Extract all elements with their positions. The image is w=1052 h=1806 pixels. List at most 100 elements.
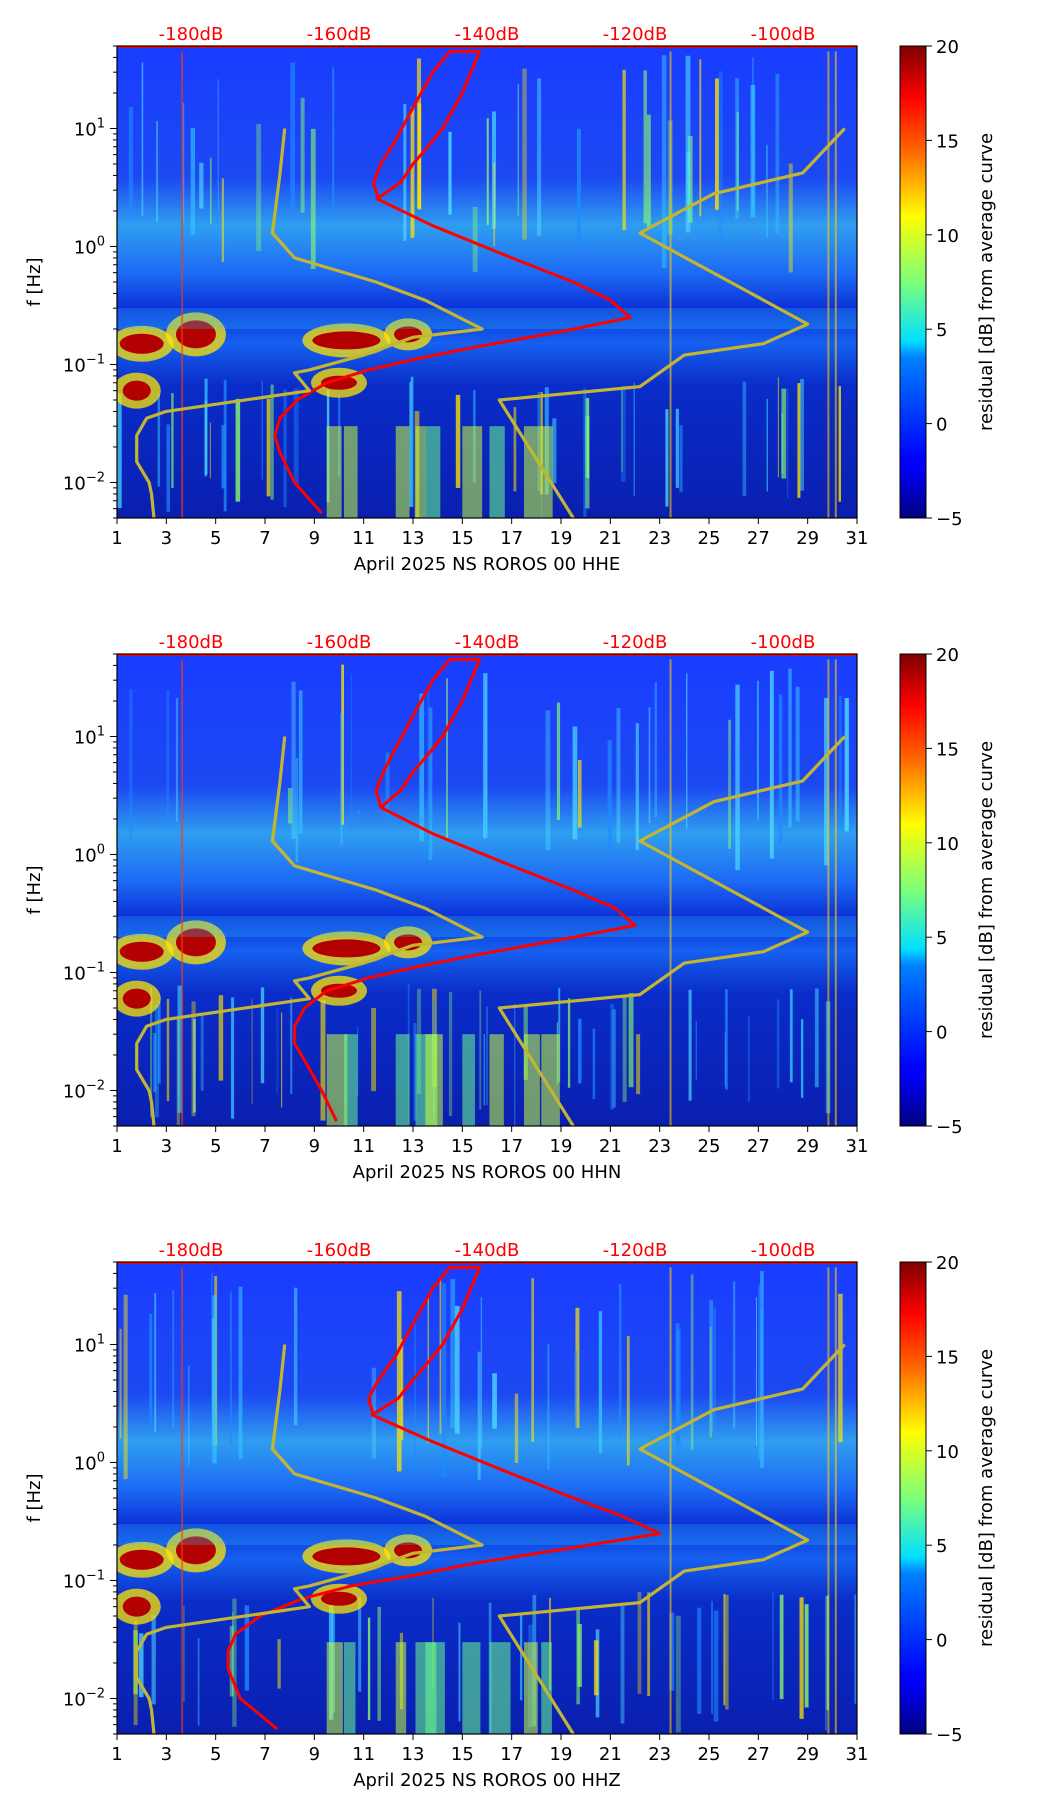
noise-streak	[576, 128, 581, 244]
noise-streak	[709, 1326, 712, 1438]
low-freq-burst	[524, 1034, 540, 1126]
vertical-noise-line	[181, 51, 184, 518]
colorbar-label: residual [dB] from average curve	[976, 741, 997, 1039]
noise-streak	[455, 394, 461, 488]
noise-streak	[699, 59, 702, 217]
noise-streak	[293, 1287, 298, 1426]
noise-streak	[766, 144, 768, 238]
colorbar-tick-label: −5	[936, 509, 963, 530]
x-tick-label: 21	[599, 1744, 622, 1765]
colorbar-label: residual [dB] from average curve	[976, 1349, 997, 1647]
microseism-blob	[122, 988, 151, 1009]
noise-streak	[575, 1307, 580, 1428]
db-label: -100dB	[751, 24, 816, 45]
y-tick-label: 101	[74, 1332, 105, 1356]
y-tick-label: 100	[74, 842, 105, 866]
noise-streak	[458, 1622, 461, 1722]
colorbar	[899, 1261, 927, 1735]
noise-streak	[788, 163, 793, 273]
noise-streak	[450, 1279, 456, 1429]
x-tick-label: 13	[402, 1136, 425, 1157]
colorbar-tick-label: 0	[936, 1631, 947, 1652]
noise-streak	[547, 1343, 550, 1470]
noise-streak	[193, 1019, 196, 1113]
noise-streak	[209, 157, 212, 224]
noise-streak	[513, 407, 517, 492]
noise-streak	[598, 1311, 603, 1453]
db-label: -160dB	[307, 24, 372, 45]
x-tick-label: 15	[451, 1136, 474, 1157]
colorbar-tick-label: 15	[936, 131, 959, 152]
noise-streak	[686, 673, 688, 829]
microseism-blob	[119, 941, 164, 962]
noise-streak	[620, 1606, 625, 1724]
noise-streak	[166, 690, 170, 829]
x-tick-label: 7	[259, 1136, 270, 1157]
x-tick-label: 17	[500, 1136, 523, 1157]
noise-streak	[413, 1023, 417, 1121]
x-tick-label: 3	[161, 1136, 172, 1157]
x-tick-label: 27	[747, 1136, 770, 1157]
noise-streak	[295, 758, 299, 863]
x-tick-label: 1	[111, 1744, 122, 1765]
x-tick-label: 25	[698, 1744, 721, 1765]
low-freq-burst	[462, 1034, 475, 1126]
noise-streak	[695, 1020, 697, 1080]
noise-streak	[772, 1592, 774, 1701]
db-label: -120dB	[603, 24, 668, 45]
colorbar-tick-label: 0	[936, 1023, 947, 1044]
noise-streak	[410, 376, 414, 508]
y-tick-label: 101	[74, 724, 105, 748]
low-freq-burst	[395, 1642, 407, 1734]
x-tick-label: 9	[309, 1136, 320, 1157]
noise-streak	[151, 1615, 156, 1705]
noise-streak	[480, 1297, 483, 1449]
noise-streak	[713, 1307, 716, 1427]
noise-streak	[593, 1640, 599, 1696]
noise-streak	[769, 670, 774, 859]
noise-streak	[200, 1015, 204, 1091]
heatmap	[117, 654, 857, 1126]
microseism-blob	[321, 375, 357, 390]
microseism-blob	[175, 1536, 216, 1565]
noise-streak	[332, 67, 335, 216]
low-freq-burst	[343, 426, 358, 518]
top-edge-line	[117, 654, 857, 656]
noise-streak	[715, 78, 719, 210]
low-freq-burst	[489, 1642, 511, 1734]
noise-streak	[261, 380, 263, 480]
noise-streak	[492, 1373, 497, 1429]
noise-streak	[781, 388, 787, 479]
noise-streak	[221, 178, 225, 262]
noise-streak	[199, 162, 204, 209]
noise-streak	[675, 1323, 680, 1443]
noise-streak	[300, 97, 305, 213]
x-tick-label: 29	[796, 1136, 819, 1157]
noise-streak	[669, 1612, 675, 1691]
microseism-blob	[122, 1596, 151, 1617]
noise-streak	[778, 694, 783, 845]
db-label: -120dB	[603, 1240, 668, 1261]
noise-streak	[620, 385, 626, 482]
noise-streak	[427, 684, 430, 854]
y-axis-label: f [Hz]	[24, 1473, 45, 1522]
noise-streak	[221, 424, 226, 489]
noise-streak	[197, 1637, 200, 1726]
noise-streak	[622, 994, 627, 1102]
noise-streak	[367, 1617, 371, 1721]
low-freq-burst	[343, 1642, 356, 1734]
noise-streak	[611, 1009, 616, 1108]
colorbar-tick-label: 10	[936, 834, 959, 855]
noise-streak	[675, 1615, 681, 1733]
noise-streak	[149, 1313, 153, 1432]
db-label: -100dB	[751, 1240, 816, 1261]
noise-streak	[618, 1284, 622, 1436]
noise-streak	[757, 680, 759, 820]
noise-streak	[578, 1018, 582, 1084]
noise-streak	[188, 1365, 190, 1466]
x-tick-label: 27	[747, 528, 770, 549]
noise-streak	[800, 378, 804, 491]
colorbar-tick-label: 10	[936, 1442, 959, 1463]
